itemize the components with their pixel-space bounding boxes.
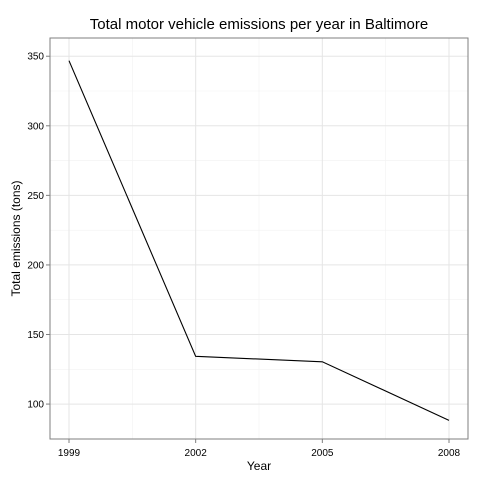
y-tick-label: 200: [27, 260, 44, 271]
y-tick-label: 300: [27, 121, 44, 132]
y-tick-label: 100: [27, 400, 44, 411]
x-tick-label: 2008: [438, 448, 461, 459]
x-axis-title: Year: [247, 459, 271, 473]
series-line: [68, 60, 450, 421]
x-tick-label: 2002: [185, 448, 208, 459]
y-tick-label: 350: [27, 52, 44, 63]
x-tick-label: 1999: [58, 448, 81, 459]
panel-border: [49, 37, 469, 440]
grid: [50, 38, 468, 439]
y-tick-label: 150: [27, 330, 44, 341]
chart-title: Total motor vehicle emissions per year i…: [90, 16, 428, 33]
series-layer: [68, 60, 450, 421]
x-tick-label: 2005: [311, 448, 334, 459]
axes: 100 150 200 250 300 350 1999 2002 2005 2008: [27, 52, 460, 459]
y-tick-label: 250: [27, 191, 44, 202]
y-axis-title: Total emissions (tons): [9, 180, 23, 296]
